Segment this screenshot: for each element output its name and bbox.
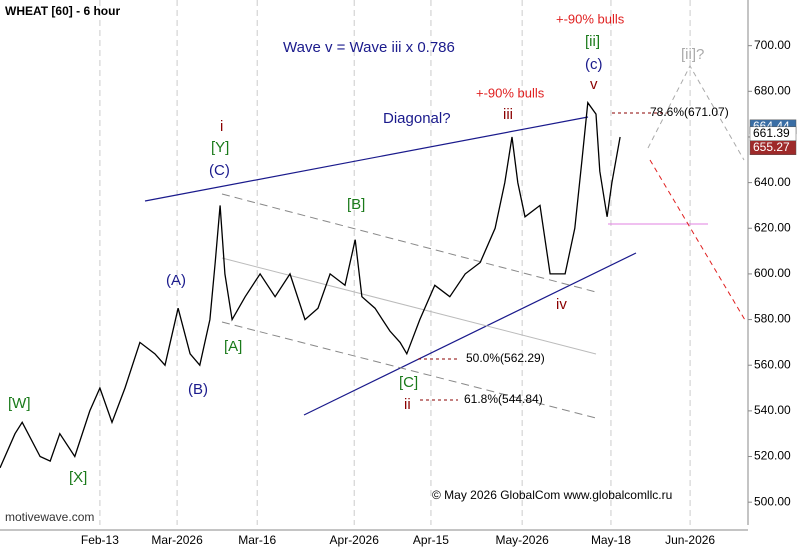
price-line — [0, 100, 621, 469]
watermark: motivewave.com — [5, 510, 94, 524]
annotation: v — [590, 76, 598, 93]
annotation: iii — [503, 106, 513, 123]
annotation: [B] — [347, 196, 365, 213]
annotation: (A) — [166, 272, 186, 289]
price-plot — [0, 100, 621, 469]
annotation: i — [220, 118, 223, 135]
annotation: Diagonal? — [383, 110, 451, 127]
x-tick-label: Feb-13 — [81, 533, 119, 547]
projection-red — [649, 159, 746, 321]
annotation: [ii]? — [681, 46, 704, 63]
annotation: Wave v = Wave iii x 0.786 — [283, 39, 455, 56]
annotation: [W] — [8, 395, 31, 412]
grid — [0, 0, 752, 531]
fib-label: 50.0%(562.29) — [466, 351, 545, 365]
price-tag-label: 655.27 — [753, 140, 790, 154]
y-tick-label: 680.00 — [754, 83, 791, 97]
annotation: +-90% bulls — [476, 85, 545, 100]
annotation: ii — [404, 396, 411, 413]
x-tick-label: Mar-2026 — [151, 533, 203, 547]
annotation: [Y] — [211, 139, 229, 156]
annotation: [ii] — [585, 33, 600, 50]
y-tick-label: 580.00 — [754, 312, 791, 326]
x-tick-label: Apr-15 — [413, 533, 449, 547]
price-tag-label: 661.39 — [753, 126, 790, 140]
annotation: (C) — [209, 162, 230, 179]
annotation: [X] — [69, 469, 87, 486]
annotation: (c) — [585, 56, 603, 73]
y-tick-label: 500.00 — [754, 494, 791, 508]
x-tick-label: Mar-16 — [238, 533, 276, 547]
x-tick-label: May-2026 — [495, 533, 549, 547]
y-tick-label: 520.00 — [754, 449, 791, 463]
annotation: +-90% bulls — [556, 11, 625, 26]
y-tick-label: 600.00 — [754, 266, 791, 280]
chart-title: WHEAT [60] - 6 hour — [5, 4, 120, 18]
y-tick-label: 640.00 — [754, 175, 791, 189]
channel-mid — [221, 257, 597, 355]
x-tick-label: Apr-2026 — [330, 533, 380, 547]
fib-label: 61.8%(544.84) — [464, 392, 543, 406]
annotation: [C] — [399, 374, 418, 391]
annotation: [A] — [224, 338, 242, 355]
y-tick-label: 540.00 — [754, 403, 791, 417]
fib-label: 78.6%(671.07) — [650, 105, 729, 119]
x-tick-label: May-18 — [591, 533, 631, 547]
price-tag — [749, 140, 797, 156]
y-tick-label: 620.00 — [754, 220, 791, 234]
lower-trendline — [303, 252, 637, 416]
x-tick-label: Jun-2026 — [665, 533, 715, 547]
upper-trendline — [144, 116, 589, 202]
annotation: iv — [556, 296, 567, 313]
copyright: © May 2026 GlobalCom www.globalcomllc.ru — [432, 488, 672, 502]
annotation: (B) — [188, 381, 208, 398]
y-tick-label: 700.00 — [754, 38, 791, 52]
projection-gray — [647, 64, 745, 161]
y-tick-label: 560.00 — [754, 357, 791, 371]
